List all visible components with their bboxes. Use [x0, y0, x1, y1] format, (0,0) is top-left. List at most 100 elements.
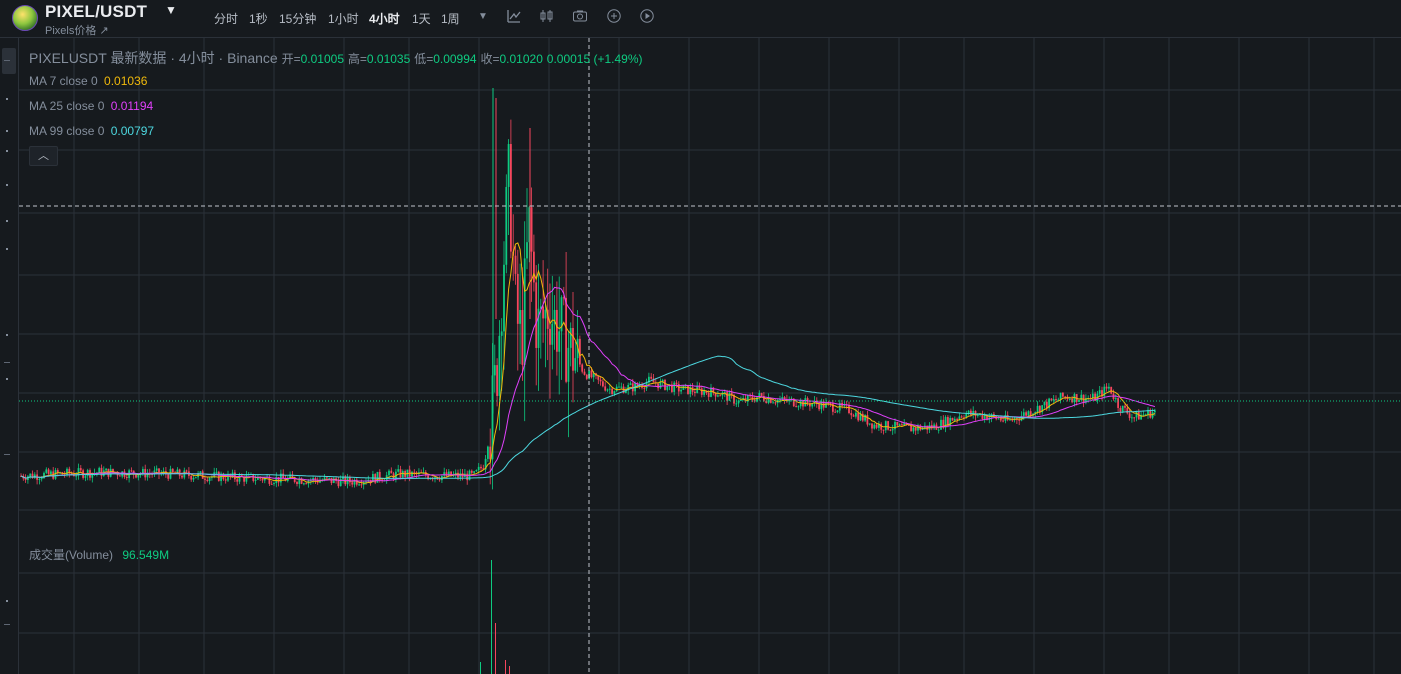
- candle-body: [569, 327, 572, 348]
- candle-body: [1043, 401, 1046, 406]
- candle-body: [779, 399, 781, 401]
- more-timeframes-chevron-icon[interactable]: ▼: [478, 11, 488, 22]
- tool-marker[interactable]: [6, 334, 8, 336]
- tool-marker[interactable]: [6, 220, 8, 222]
- tool-marker[interactable]: [6, 248, 8, 250]
- candle-body: [875, 424, 878, 428]
- candle-body: [493, 365, 496, 376]
- candle-body: [537, 308, 540, 348]
- candle-body: [397, 469, 400, 472]
- tab-timeframe-time[interactable]: 分时: [214, 12, 239, 26]
- close-label: 收=: [480, 52, 500, 66]
- candle-body: [698, 386, 701, 389]
- candle-body: [717, 395, 719, 397]
- candle-body: [611, 388, 613, 394]
- camera-icon[interactable]: [571, 8, 589, 26]
- candle-body: [836, 410, 839, 413]
- tool-marker[interactable]: [6, 98, 8, 100]
- ma25-legend[interactable]: MA 25 close 0 0.01194: [29, 99, 153, 113]
- candle-body: [254, 479, 257, 481]
- candle-body: [528, 207, 531, 243]
- tab-timeframe-1h[interactable]: 1小时: [328, 12, 359, 26]
- candle-body: [556, 309, 558, 352]
- ma25-label: MA 25 close 0: [29, 99, 105, 113]
- tool-marker[interactable]: [6, 184, 8, 186]
- candlestick-type-icon[interactable]: [538, 8, 556, 26]
- candle-body: [981, 413, 984, 419]
- tool-marker[interactable]: [6, 600, 8, 602]
- candle-body: [261, 478, 264, 481]
- candle-body: [323, 477, 326, 481]
- candle-body: [190, 475, 193, 480]
- candle-body: [937, 429, 940, 431]
- pair-subtitle-link[interactable]: Pixels价格 ↗: [45, 25, 109, 37]
- add-circle-icon[interactable]: [605, 8, 623, 26]
- cursor-tool-button[interactable]: [2, 48, 16, 74]
- candle-body: [45, 469, 48, 473]
- chevron-down-icon[interactable]: ▼: [165, 3, 177, 17]
- volume-bar: [480, 662, 481, 674]
- candle-body: [572, 327, 574, 371]
- tool-marker[interactable]: [6, 378, 8, 380]
- candle-body: [507, 144, 510, 187]
- ma7-legend[interactable]: MA 7 close 0 0.01036: [29, 74, 147, 88]
- candle-body: [871, 423, 873, 429]
- volume-value: 96.549M: [122, 548, 170, 562]
- candle-body: [243, 476, 245, 482]
- candle-body: [473, 471, 475, 473]
- candle-body: [1135, 411, 1138, 418]
- candle-body: [514, 255, 517, 274]
- tab-timeframe-15m[interactable]: 15分钟: [279, 12, 317, 26]
- candle-body: [560, 297, 563, 332]
- candle-body: [733, 394, 735, 404]
- candle-body: [326, 477, 328, 479]
- candle-body: [694, 391, 696, 393]
- candle-body: [31, 473, 34, 479]
- tool-marker[interactable]: [6, 150, 8, 152]
- candle-body: [687, 384, 689, 394]
- candle-body: [944, 417, 947, 428]
- candle-body: [158, 468, 160, 475]
- candle-body: [263, 477, 266, 481]
- candle-body: [1055, 399, 1057, 401]
- candle-body: [119, 475, 121, 477]
- candle-body: [953, 418, 956, 421]
- tab-timeframe-4h[interactable]: 4小时: [369, 12, 400, 26]
- candle-body: [475, 469, 478, 472]
- candle-body: [105, 468, 107, 471]
- candle-body: [1011, 419, 1014, 421]
- tab-timeframe-1d[interactable]: 1天: [412, 12, 431, 26]
- candle-body: [300, 479, 303, 484]
- candle-body: [967, 410, 970, 414]
- indicator-chart-icon[interactable]: [505, 8, 523, 26]
- tab-timeframe-1s[interactable]: 1秒: [249, 12, 268, 26]
- candle-body: [602, 381, 604, 387]
- candle-body: [631, 383, 634, 392]
- collapse-legend-button[interactable]: ︿: [29, 146, 58, 166]
- candle-body: [533, 251, 535, 283]
- candle-body: [868, 423, 871, 425]
- ma99-legend[interactable]: MA 99 close 0 0.00797: [29, 124, 154, 138]
- candlestick-chart[interactable]: [19, 38, 1401, 674]
- candle-body: [171, 468, 174, 473]
- candle-body: [77, 468, 80, 476]
- candle-body: [1068, 398, 1071, 400]
- candle-body: [590, 370, 593, 378]
- candle-body: [960, 416, 963, 418]
- candle-body: [1039, 405, 1041, 413]
- tab-timeframe-1w[interactable]: 1周: [441, 12, 460, 26]
- ma7-label: MA 7 close 0: [29, 74, 98, 88]
- pair-title[interactable]: PIXEL/USDT: [45, 2, 148, 21]
- candle-body: [296, 481, 298, 485]
- candle-body: [1018, 419, 1021, 421]
- candle-body: [312, 478, 314, 481]
- replay-icon[interactable]: [638, 8, 656, 26]
- candle-body: [677, 383, 680, 392]
- candle-body: [855, 412, 857, 417]
- candle-body: [178, 469, 181, 476]
- candle-body: [671, 384, 673, 392]
- candle-body: [484, 458, 487, 470]
- candle-body: [222, 474, 225, 480]
- tool-marker[interactable]: [6, 130, 8, 132]
- candle-body: [983, 415, 986, 419]
